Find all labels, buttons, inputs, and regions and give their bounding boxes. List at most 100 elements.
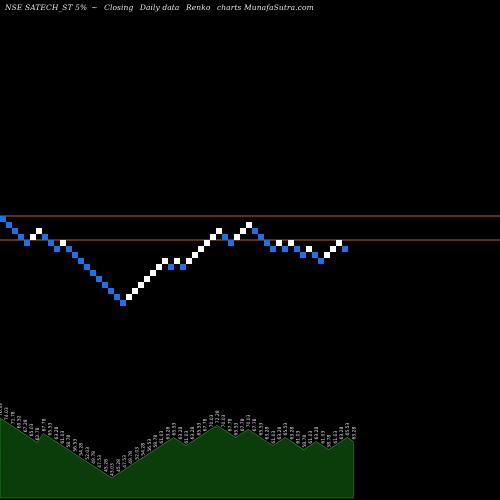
up-brick — [132, 288, 138, 294]
volume-value-label: 56.53 — [72, 439, 78, 452]
up-brick — [240, 228, 246, 234]
volume-value-label: 47.53 — [97, 455, 103, 468]
down-brick — [24, 240, 30, 246]
volume-value-label: 63.28 — [54, 426, 60, 439]
up-brick — [306, 246, 312, 252]
up-brick — [336, 240, 342, 246]
volume-value-label: 67.78 — [252, 418, 258, 431]
up-brick — [246, 222, 252, 228]
volume-value-label: 58.78 — [302, 435, 308, 448]
down-brick — [0, 216, 6, 222]
volume-value-label: 49.78 — [128, 451, 134, 464]
up-brick — [156, 264, 162, 270]
volume-value-label: 45.28 — [103, 459, 109, 472]
volume-value-label: 61.03 — [60, 431, 66, 444]
volume-value-label: 61.03 — [320, 431, 326, 444]
up-brick — [330, 246, 336, 252]
volume-value-label: 63.28 — [351, 426, 357, 439]
volume-value-label: 56.53 — [147, 439, 153, 452]
volume-value-label: 61.03 — [271, 431, 277, 444]
up-brick — [150, 270, 156, 276]
volume-fill — [0, 417, 354, 499]
down-brick — [252, 228, 258, 234]
volume-value-label: 65.53 — [283, 422, 289, 435]
up-brick — [144, 276, 150, 282]
down-brick — [6, 222, 12, 228]
up-brick — [186, 258, 192, 264]
down-brick — [300, 252, 306, 258]
volume-value-label: 58.78 — [327, 435, 333, 448]
volume-value-label: 76.33 — [0, 403, 4, 416]
volume-value-label: 61.03 — [159, 431, 165, 444]
up-brick — [198, 246, 204, 252]
volume-value-label: 65.53 — [48, 422, 54, 435]
up-brick — [324, 252, 330, 258]
down-brick — [342, 246, 348, 252]
header-arrow: ~ — [91, 3, 98, 12]
up-brick — [234, 234, 240, 240]
down-brick — [84, 264, 90, 270]
volume-value-label: 63.28 — [178, 426, 184, 439]
down-brick — [96, 276, 102, 282]
down-brick — [228, 240, 234, 246]
up-brick — [288, 240, 294, 246]
up-brick — [174, 258, 180, 264]
down-brick — [72, 252, 78, 258]
down-brick — [114, 294, 120, 300]
volume-value-label: 61.03 — [296, 431, 302, 444]
volume-value-label: 63.28 — [314, 426, 320, 439]
down-brick — [264, 240, 270, 246]
volume-value-label: 65.53 — [345, 422, 351, 435]
volume-value-label: 54.28 — [141, 443, 147, 456]
volume-value-label: 52.03 — [85, 447, 91, 460]
renko-bricks — [0, 216, 348, 306]
up-brick — [60, 240, 66, 246]
volume-value-label: 65.53 — [196, 422, 202, 435]
volume-value-label: 70.03 — [246, 414, 252, 427]
volume-value-label: 71.78 — [10, 411, 16, 424]
volume-value-label: 58.78 — [66, 435, 72, 448]
volume-value-label: 54.28 — [79, 443, 85, 456]
down-brick — [282, 246, 288, 252]
volume-value-label: 67.28 — [23, 419, 29, 432]
volume-value-label: 70.03 — [209, 414, 215, 427]
volume-value-label: 63.28 — [277, 426, 283, 439]
up-brick — [192, 252, 198, 258]
volume-value-label: 47.53 — [122, 455, 128, 468]
down-brick — [102, 282, 108, 288]
down-brick — [18, 234, 24, 240]
volume-value-label: 63.28 — [339, 426, 345, 439]
up-brick — [30, 234, 36, 240]
volume-value-label: 74.03 — [4, 407, 10, 420]
volume-value-label: 45.28 — [116, 459, 122, 472]
volume-value-label: 43.03 — [110, 463, 116, 476]
header-period: Daily data — [139, 3, 180, 12]
up-brick — [162, 258, 168, 264]
volume-value-label: 67.78 — [227, 418, 233, 431]
volume-value-label: 63.28 — [289, 426, 295, 439]
up-brick — [276, 240, 282, 246]
up-brick — [126, 294, 132, 300]
down-brick — [78, 258, 84, 264]
down-brick — [180, 264, 186, 270]
down-brick — [258, 234, 264, 240]
up-brick — [138, 282, 144, 288]
up-brick — [204, 240, 210, 246]
header-kind: Renko — [185, 3, 211, 12]
down-brick — [318, 258, 324, 264]
down-brick — [168, 264, 174, 270]
volume-value-label: 70.03 — [221, 414, 227, 427]
up-brick — [210, 234, 216, 240]
volume-value-label: 62.78 — [35, 427, 41, 440]
down-brick — [90, 270, 96, 276]
down-brick — [270, 246, 276, 252]
volume-value-label: 63.28 — [265, 426, 271, 439]
down-brick — [312, 252, 318, 258]
down-brick — [12, 228, 18, 234]
chart-header: NSE SATECH_ST 5% ~ Closing Daily data Ren… — [5, 3, 318, 12]
header-symbol: NSE SATECH_ST 5% — [5, 3, 88, 12]
up-brick — [216, 228, 222, 234]
volume-value-label: 65.53 — [234, 422, 240, 435]
volume-value-label: 72.28 — [215, 410, 221, 423]
